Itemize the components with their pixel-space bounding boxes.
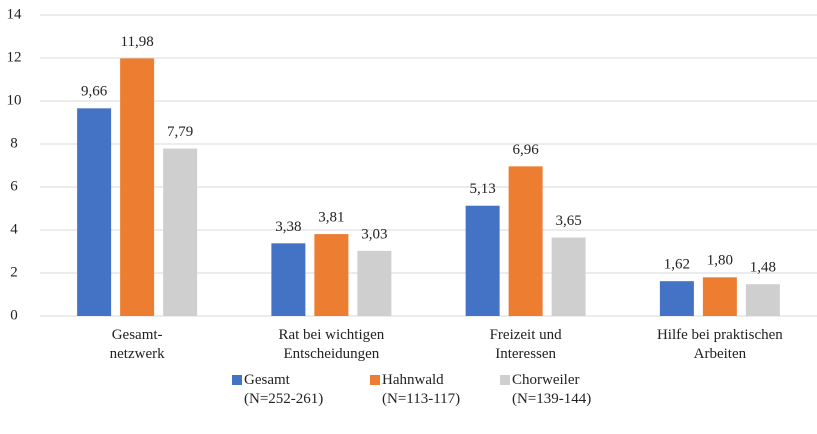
bar [745,284,780,316]
y-tick-label: 8 [10,135,18,151]
data-label: 5,13 [470,181,496,197]
data-label: 7,79 [167,124,193,140]
bar [702,277,737,316]
y-tick-label: 12 [7,49,22,65]
data-label: 1,48 [750,260,776,276]
legend-label: Chorweiler (N=139-144) [512,372,591,407]
bar [508,166,543,316]
legend-swatch [500,375,510,385]
data-label: 11,98 [121,34,154,50]
bar [659,281,694,316]
y-tick-label: 4 [10,221,18,237]
x-tick-label: Gesamt-netzwerk [110,327,165,362]
bar [465,205,500,316]
legend-swatch [370,375,380,385]
data-label: 1,80 [707,253,733,269]
bar [77,108,112,316]
bar [357,250,392,316]
legend-swatch [232,375,242,385]
y-tick-label: 2 [10,264,18,280]
bar [271,243,306,316]
data-label: 3,38 [275,219,301,235]
data-label: 6,96 [513,142,540,158]
data-label: 3,65 [556,213,582,229]
bar [120,58,155,317]
x-tick-label: Rat bei wichtigen Entscheidungen [278,327,384,362]
data-label: 3,81 [318,210,344,226]
x-tick-label: Hilfe bei praktischen Arbeiten [657,327,783,362]
data-label: 9,66 [81,84,108,100]
y-tick-label: 6 [10,178,18,194]
bar [163,148,198,316]
y-tick-label: 14 [7,6,23,22]
data-label: 3,03 [361,226,387,242]
y-tick-label: 0 [10,307,18,323]
legend-label: Hahnwald (N=113-117) [382,372,460,407]
x-tick-label: Freizeit und Interessen [490,327,563,362]
legend-label: Gesamt (N=252-261) [244,372,323,407]
bar [314,234,349,316]
bar [551,237,586,316]
data-label: 1,62 [664,257,690,273]
y-tick-label: 10 [7,92,22,108]
